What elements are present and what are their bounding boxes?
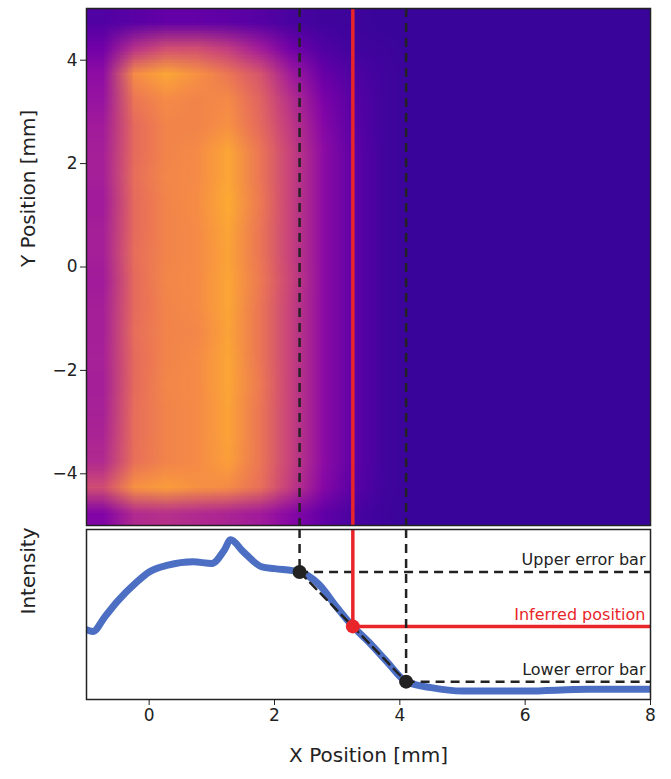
svg-text:Lower error bar: Lower error bar: [522, 660, 646, 679]
svg-text:X Position [mm]: X Position [mm]: [289, 743, 448, 767]
svg-text:Y Position [mm]: Y Position [mm]: [16, 110, 40, 268]
svg-text:2: 2: [67, 153, 78, 173]
svg-text:−2: −2: [52, 360, 77, 380]
svg-text:Inferred position: Inferred position: [514, 605, 645, 624]
svg-text:−4: −4: [52, 463, 77, 483]
svg-text:4: 4: [67, 50, 78, 70]
svg-text:Intensity: Intensity: [16, 527, 40, 614]
svg-text:2: 2: [269, 705, 280, 725]
svg-text:0: 0: [144, 705, 155, 725]
svg-text:6: 6: [520, 705, 531, 725]
svg-text:8: 8: [645, 705, 656, 725]
svg-text:Upper error bar: Upper error bar: [522, 550, 646, 569]
svg-text:0: 0: [67, 256, 78, 276]
svg-text:4: 4: [394, 705, 405, 725]
